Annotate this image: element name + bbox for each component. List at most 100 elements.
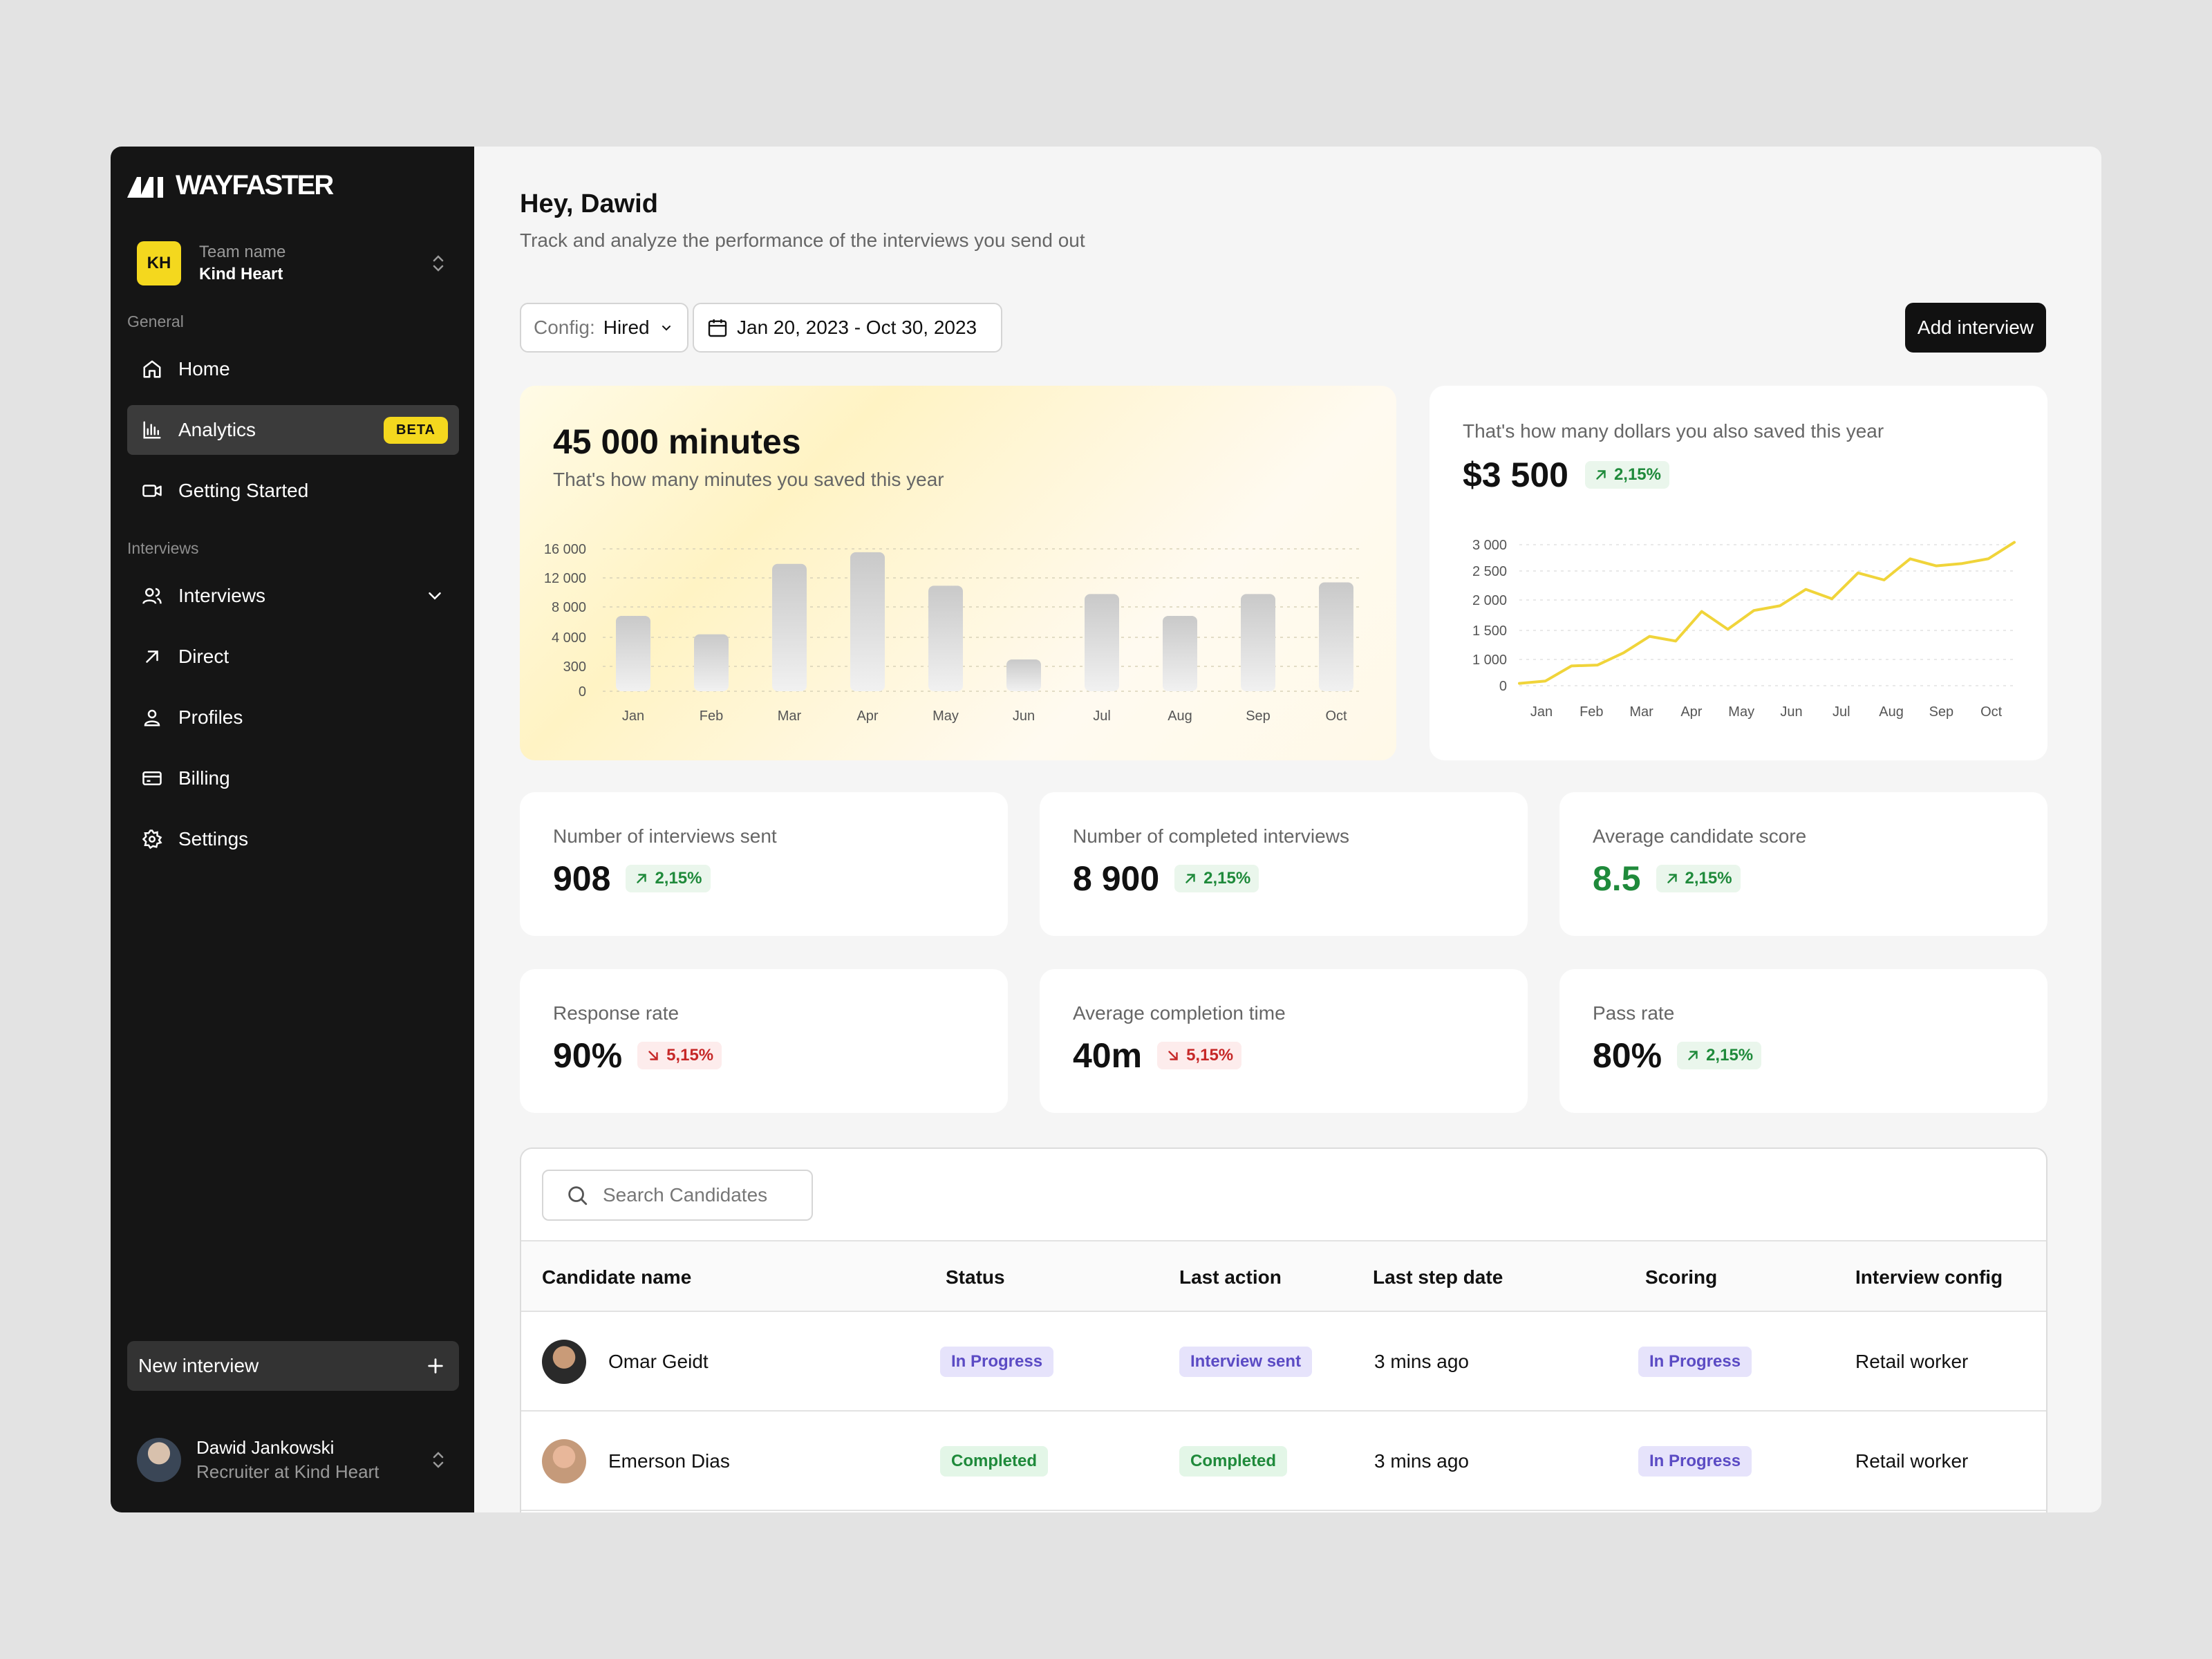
arrow-up-right-icon (1688, 1051, 1698, 1060)
table-row[interactable]: Emerson Dias Completed Completed 3 mins … (521, 1412, 2046, 1511)
dollars-saved-card: That's how many dollars you also saved t… (1430, 386, 2047, 760)
bar (616, 615, 650, 691)
home-icon (140, 357, 165, 382)
arrow-up-right-icon (637, 874, 647, 883)
sidebar-item-label: Direct (178, 646, 229, 667)
last-step-date: 3 mins ago (1374, 1351, 1469, 1372)
user-icon (140, 705, 165, 730)
candidates-table: Search Candidates Candidate name Status … (520, 1147, 2047, 1512)
new-interview-label: New interview (138, 1355, 259, 1376)
stat-card: Number of interviews sent 908 2,15% (520, 792, 1008, 936)
change-value: 2,15% (1685, 869, 1732, 888)
sidebar-item-billing[interactable]: Billing (127, 753, 459, 803)
dollars-saved-subtitle: That's how many dollars you also saved t… (1463, 420, 1884, 442)
minutes-saved-value: 45 000 minutes (553, 422, 801, 461)
stat-label: Number of completed interviews (1073, 825, 1349, 847)
app-window: WAYFASTER KH Team name Kind Heart Genera… (111, 147, 2101, 1512)
date-range-value: Jan 20, 2023 - Oct 30, 2023 (737, 317, 977, 338)
column-header[interactable]: Last action (1179, 1266, 1282, 1288)
series-line (1518, 541, 2016, 685)
bar-chart-icon (140, 418, 165, 442)
sidebar-item-getting-started[interactable]: Getting Started (127, 466, 459, 516)
search-candidates[interactable]: Search Candidates (542, 1170, 813, 1221)
sidebar-item-home[interactable]: Home (127, 344, 459, 394)
y-tick-label: 3 000 (1472, 538, 1507, 553)
stat-label: Average completion time (1073, 1002, 1286, 1024)
sidebar-item-interviews[interactable]: Interviews (127, 571, 459, 621)
column-header[interactable]: Scoring (1645, 1266, 1718, 1288)
new-interview-button[interactable]: New interview (127, 1341, 459, 1391)
x-tick-label: Sep (1246, 709, 1271, 724)
sidebar-item-direct[interactable]: Direct (127, 632, 459, 682)
team-avatar: KH (137, 241, 181, 285)
x-tick-label: Mar (778, 709, 802, 724)
section-label-general: General (127, 312, 184, 330)
stat-value: 908 (553, 859, 611, 898)
last-action-badge: Completed (1179, 1446, 1288, 1477)
add-interview-button[interactable]: Add interview (1904, 303, 2046, 353)
x-tick-label: Apr (856, 709, 878, 724)
stat-card: Average completion time 40m 5,15% (1040, 969, 1528, 1113)
search-input[interactable]: Search Candidates (603, 1184, 768, 1206)
x-tick-label: Jun (1013, 709, 1035, 724)
sidebar-item-label: Getting Started (178, 480, 309, 501)
chevron-down-icon[interactable] (424, 585, 445, 606)
sidebar-item-label: Settings (178, 828, 249, 850)
x-tick-label: Jan (1530, 704, 1553, 720)
avatar (542, 1340, 586, 1384)
sidebar-item-profiles[interactable]: Profiles (127, 693, 459, 742)
change-badge: 2,15% (626, 865, 711, 892)
y-tick-label: 2 500 (1472, 564, 1507, 579)
y-tick-label: 8 000 (552, 600, 586, 615)
bar (1319, 582, 1353, 691)
x-tick-label: May (932, 709, 959, 724)
minutes-saved-subtitle: That's how many minutes you saved this y… (553, 469, 944, 490)
change-value: 2,15% (1613, 465, 1661, 484)
sidebar-item-analytics[interactable]: Analytics BETA (127, 405, 459, 455)
last-action-badge: Interview sent (1179, 1347, 1313, 1377)
y-tick-label: 2 000 (1472, 593, 1507, 608)
config-dropdown[interactable]: Config: Hired (520, 303, 688, 353)
user-name: Dawid Jankowski (196, 1437, 335, 1458)
sidebar-item-settings[interactable]: Settings (127, 814, 459, 864)
team-label: Team name (199, 243, 286, 261)
scoring-badge: In Progress (1638, 1446, 1752, 1477)
last-step-date: 3 mins ago (1374, 1450, 1469, 1472)
change-badge: 2,15% (1677, 1042, 1762, 1069)
chevron-updown-icon (433, 1452, 444, 1468)
stat-value: 90% (553, 1036, 623, 1075)
change-value: 2,15% (655, 869, 702, 888)
column-header[interactable]: Status (946, 1266, 1005, 1288)
table-header: Candidate name Status Last action Last s… (521, 1240, 2046, 1312)
candidate-name: Emerson Dias (608, 1450, 730, 1472)
calendar-icon (708, 319, 727, 337)
stat-label: Average candidate score (1593, 825, 1807, 847)
stat-label: Number of interviews sent (553, 825, 777, 847)
y-tick-label: 0 (1499, 679, 1507, 694)
dollars-line-chart: 3 000 2 500 2 000 1 500 1 000 0 Jan Feb Mar Apr Ma… (1472, 538, 2016, 720)
table-row[interactable]: Omar Geidt In Progress Interview sent 3 … (521, 1312, 2046, 1412)
team-name: Kind Heart (199, 265, 283, 283)
column-header[interactable]: Candidate name (542, 1266, 692, 1288)
x-tick-label: Aug (1879, 704, 1904, 720)
team-switcher[interactable]: KH Team name Kind Heart (137, 232, 448, 294)
minutes-bar-chart: 16 000 12 000 8 000 4 000 300 0 Jan Feb Mar Apr Ma… (544, 542, 1363, 724)
arrow-up-right-icon (1667, 874, 1677, 883)
column-header[interactable]: Last step date (1373, 1266, 1503, 1288)
user-menu[interactable]: Dawid Jankowski Recruiter at Kind Heart (137, 1432, 448, 1488)
sidebar: WAYFASTER KH Team name Kind Heart Genera… (111, 147, 474, 1512)
sidebar-item-label: Profiles (178, 706, 243, 728)
arrow-down-right-icon (1168, 1051, 1178, 1060)
stat-card: Pass rate 80% 2,15% (1559, 969, 2047, 1113)
bar (928, 585, 963, 691)
x-tick-label: Sep (1929, 704, 1954, 720)
x-tick-label: Jul (1833, 704, 1850, 720)
stat-card: Response rate 90% 5,15% (520, 969, 1008, 1113)
arrow-up-right-icon (1596, 470, 1606, 480)
stat-value: 8 900 (1073, 859, 1160, 898)
candidate-name: Omar Geidt (608, 1351, 709, 1372)
logo[interactable]: WAYFASTER (127, 170, 334, 201)
logo-icon (127, 176, 163, 198)
column-header[interactable]: Interview config (1855, 1266, 2003, 1288)
date-range-picker[interactable]: Jan 20, 2023 - Oct 30, 2023 (693, 303, 1002, 353)
